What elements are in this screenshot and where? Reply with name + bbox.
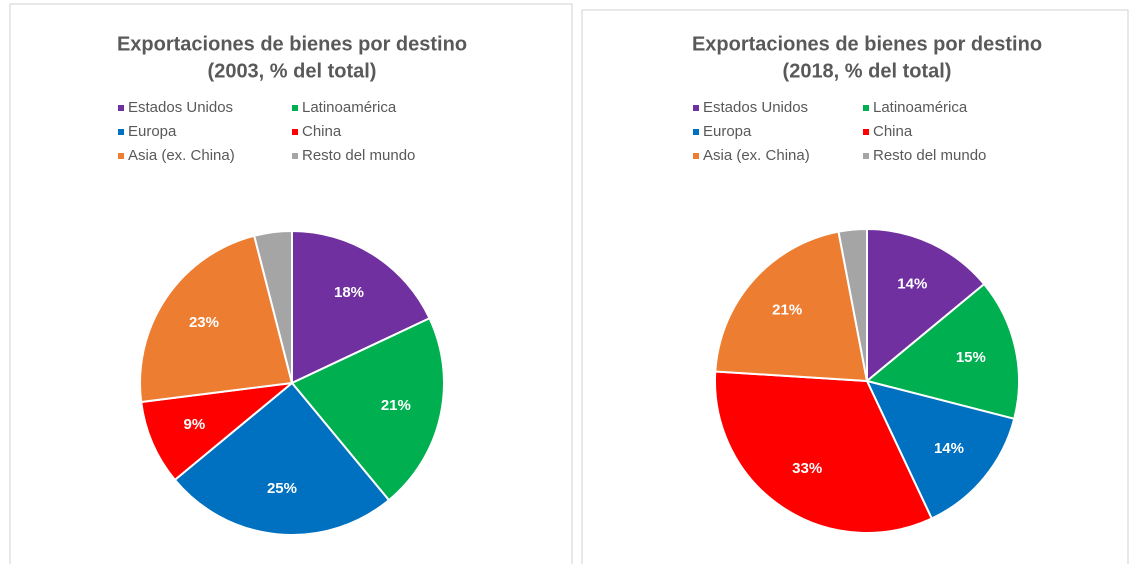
data-label: 14% [897, 276, 927, 293]
data-label: 23% [189, 314, 219, 331]
pie-slice [866, 227, 986, 384]
pie-slice [837, 227, 868, 382]
legend-label: Estados Unidos [703, 99, 808, 116]
legend-marker [693, 153, 699, 159]
pie-slice [714, 230, 869, 383]
legend-label: Latinoamérica [302, 99, 397, 116]
legend-marker [863, 129, 869, 135]
legend-marker [693, 105, 699, 111]
data-label: 18% [334, 284, 364, 301]
data-label: 21% [772, 302, 802, 319]
legend-marker [292, 129, 298, 135]
legend-marker [863, 153, 869, 159]
legend-marker [118, 129, 124, 135]
legend-marker [863, 105, 869, 111]
chart-title: Exportaciones de bienes por destino [692, 33, 1042, 55]
data-label: 21% [381, 397, 411, 414]
legend-label: Resto del mundo [873, 147, 986, 164]
legend-label: Resto del mundo [302, 147, 415, 164]
data-label: 33% [792, 460, 822, 477]
legend-marker [118, 153, 124, 159]
chart-title: Exportaciones de bienes por destino [117, 33, 467, 55]
legend-marker [292, 105, 298, 111]
data-label: 9% [184, 416, 206, 433]
chart-title: (2018, % del total) [783, 60, 952, 82]
pie-slice [139, 234, 294, 404]
pie-slice [140, 381, 296, 482]
legend-marker [118, 105, 124, 111]
legend-label: Europa [128, 123, 177, 140]
legend-label: China [873, 123, 913, 140]
pie-slice [173, 381, 391, 536]
legend-label: Latinoamérica [873, 99, 968, 116]
legend-label: Estados Unidos [128, 99, 233, 116]
legend-marker [693, 129, 699, 135]
legend-label: Europa [703, 123, 752, 140]
data-label: 15% [956, 349, 986, 366]
pie-slice [290, 316, 445, 502]
pie-slice [865, 379, 1016, 520]
legend-marker [292, 153, 298, 159]
pie-slice [252, 229, 293, 384]
pie-slice [714, 370, 934, 534]
pie-slice [291, 229, 431, 385]
legend-label: Asia (ex. China) [703, 147, 810, 164]
chart-title: (2003, % del total) [208, 60, 377, 82]
legend-label: China [302, 123, 342, 140]
data-label: 14% [934, 440, 964, 457]
data-label: 25% [267, 480, 297, 497]
legend-label: Asia (ex. China) [128, 147, 235, 164]
pie-slice [864, 282, 1020, 421]
